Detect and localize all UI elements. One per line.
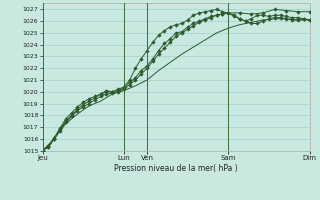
X-axis label: Pression niveau de la mer( hPa ): Pression niveau de la mer( hPa ) [114,164,238,173]
